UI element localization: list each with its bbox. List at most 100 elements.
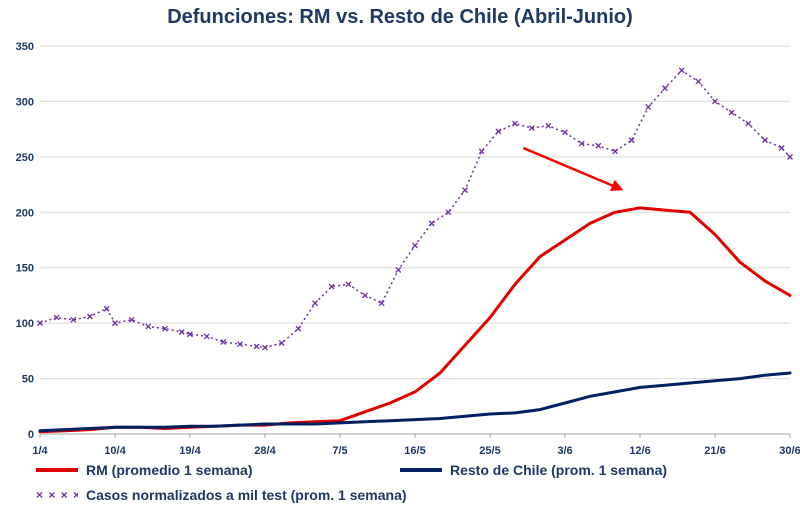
point-casos-stroke	[562, 129, 568, 136]
annotation-arrow-head	[609, 179, 624, 191]
point-casos	[595, 142, 602, 149]
point-casos	[662, 85, 668, 92]
point-casos-stroke	[362, 292, 368, 299]
point-casos-stroke	[412, 242, 418, 249]
point-casos	[295, 325, 302, 332]
point-casos	[312, 300, 318, 307]
point-casos-stroke	[103, 305, 110, 312]
y-tick-label: 250	[16, 152, 34, 164]
point-casos-stroke	[528, 125, 535, 131]
point-casos	[445, 209, 452, 216]
point-casos	[695, 78, 702, 85]
point-casos-stroke	[253, 343, 260, 350]
point-casos-stroke	[237, 341, 243, 348]
point-casos-stroke	[695, 78, 702, 85]
point-casos	[178, 329, 185, 335]
point-casos-stroke	[220, 339, 227, 345]
point-casos	[745, 120, 752, 127]
point-casos	[412, 242, 418, 249]
point-casos	[645, 104, 652, 110]
series-line-casos	[39, 69, 791, 349]
point-casos-stroke	[778, 145, 785, 151]
point-casos	[395, 266, 402, 273]
point-casos-stroke	[612, 148, 618, 155]
point-casos-stroke	[512, 120, 518, 127]
point-casos	[478, 148, 485, 155]
point-casos	[162, 325, 168, 332]
x-tick-label: 1/4	[32, 445, 48, 457]
point-casos	[562, 129, 568, 136]
point-casos	[345, 281, 352, 288]
point-casos-stroke	[187, 331, 193, 338]
point-casos-stroke	[428, 220, 435, 227]
point-casos-stroke	[478, 148, 485, 155]
legend-item-resto: Resto de Chile (prom. 1 semana)	[400, 462, 667, 478]
annotation-arrow	[522, 146, 624, 191]
y-tick-label: 0	[28, 429, 34, 441]
point-casos-stroke	[328, 283, 335, 290]
point-casos	[220, 339, 227, 345]
legend-label-resto: Resto de Chile (prom. 1 semana)	[450, 462, 668, 478]
point-casos-stroke	[128, 316, 135, 323]
point-casos	[145, 323, 152, 330]
x-tick-label: 21/6	[704, 445, 725, 457]
point-casos	[278, 340, 285, 347]
point-casos-stroke	[87, 313, 93, 320]
legend-swatch-casos: × × × ×	[36, 488, 78, 502]
point-casos	[37, 320, 43, 327]
point-casos	[678, 67, 685, 74]
point-casos	[203, 333, 210, 340]
y-tick-label: 300	[16, 96, 34, 108]
x-tick-label: 10/4	[104, 445, 126, 457]
point-casos	[462, 187, 468, 194]
point-casos	[728, 109, 735, 116]
point-casos-stroke	[628, 137, 635, 144]
annotation-arrow-shaft	[522, 146, 618, 189]
x-tick-label: 16/5	[404, 445, 425, 457]
x-tick-label: 7/5	[332, 445, 347, 457]
point-casos-stroke	[145, 323, 152, 330]
series-line-resto	[38, 371, 792, 433]
point-casos-stroke	[445, 209, 452, 216]
point-casos	[187, 331, 193, 338]
point-casos	[578, 140, 585, 147]
point-casos-stroke	[312, 300, 318, 307]
point-casos-stroke	[787, 153, 793, 160]
x-tick-label: 30/6	[779, 445, 800, 457]
point-casos-stroke	[37, 320, 43, 327]
point-casos-stroke	[395, 266, 402, 273]
legend-swatch-rm	[36, 468, 78, 472]
point-casos-stroke	[578, 140, 585, 147]
point-casos	[70, 316, 77, 323]
point-casos	[53, 314, 60, 321]
point-casos-stroke	[262, 344, 268, 351]
point-casos-stroke	[345, 281, 352, 288]
point-casos-stroke	[645, 104, 652, 110]
point-casos-stroke	[678, 67, 685, 74]
point-casos	[87, 313, 93, 320]
point-casos-stroke	[712, 98, 718, 105]
point-casos-stroke	[53, 314, 60, 321]
x-tick-label: 25/5	[479, 445, 500, 457]
point-casos-stroke	[662, 85, 668, 92]
point-casos-stroke	[762, 137, 768, 144]
point-casos	[495, 128, 502, 135]
point-casos	[545, 122, 552, 129]
y-tick-label: 350	[16, 41, 34, 53]
legend-item-casos: × × × × Casos normalizados a mil test (p…	[36, 487, 407, 503]
x-tick-label: 12/6	[629, 445, 650, 457]
point-casos	[712, 98, 718, 105]
point-casos-stroke	[745, 120, 752, 127]
point-casos-stroke	[495, 128, 502, 135]
point-casos-stroke	[278, 340, 285, 347]
point-casos	[362, 292, 368, 299]
chart-title: Defunciones: RM vs. Resto de Chile (Abri…	[167, 6, 633, 28]
y-tick-label: 100	[16, 318, 34, 330]
point-casos	[128, 316, 135, 323]
point-casos-stroke	[203, 333, 210, 340]
point-casos	[787, 153, 793, 160]
point-casos	[112, 320, 118, 327]
point-casos	[378, 300, 385, 307]
point-casos-stroke	[462, 187, 468, 194]
